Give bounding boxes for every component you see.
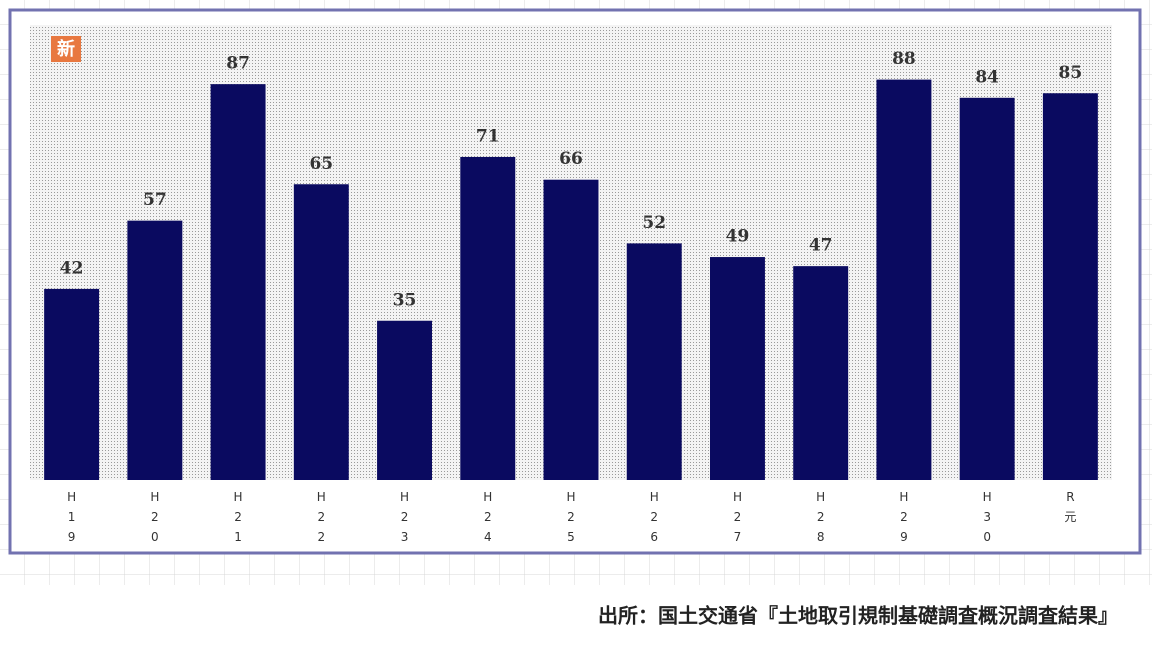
source-note: 出所：国土交通省『土地取引規制基礎調査概況調査結果』 (598, 604, 1118, 628)
value-label: 47 (809, 236, 833, 256)
bar (626, 243, 682, 480)
value-label: 88 (892, 49, 916, 69)
value-label: 84 (975, 67, 999, 87)
bar (377, 320, 433, 480)
bar (293, 184, 349, 480)
value-label: 66 (559, 149, 583, 169)
bar (1042, 93, 1098, 480)
value-label: 57 (143, 190, 167, 210)
value-label: 35 (393, 290, 417, 310)
bar (793, 266, 849, 480)
bar (460, 156, 516, 480)
badge-box (51, 36, 81, 62)
bar (959, 97, 1015, 481)
badge: 新 (57, 38, 75, 60)
value-label: 85 (1059, 63, 1083, 83)
bar (127, 220, 183, 480)
chart: 42 H 1 9 57 H 2 0 87 H 2 1 65 H 2 2 35 H 2 3 71 H 2 4 66 H 2 5 52 H 2 6… (44, 49, 1098, 544)
value-label: 87 (226, 54, 250, 74)
bar (44, 288, 100, 480)
value-label: 71 (476, 126, 500, 146)
value-label: 42 (60, 258, 84, 278)
footer-area (0, 585, 1152, 648)
value-label: 65 (309, 154, 333, 174)
bar (210, 84, 266, 481)
value-label: 52 (642, 213, 666, 233)
value-label: 49 (726, 227, 750, 247)
bar (709, 257, 765, 480)
bar (876, 79, 932, 480)
bar (543, 179, 599, 480)
